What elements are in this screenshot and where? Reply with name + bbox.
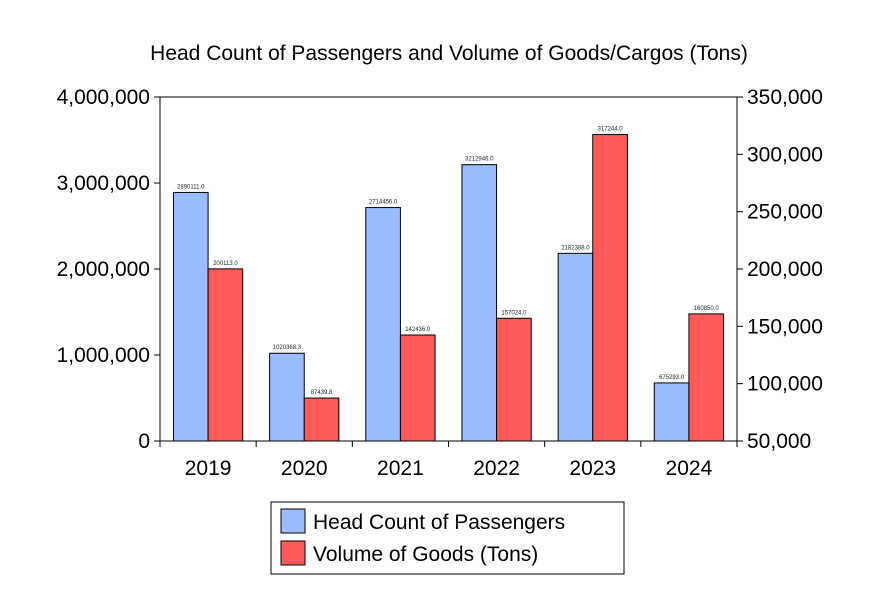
data-label: 317244.0 bbox=[598, 127, 624, 133]
x-axis-tick-label: 2019 bbox=[185, 457, 232, 480]
bar-passengers bbox=[557, 252, 594, 442]
bar-goods bbox=[688, 313, 725, 442]
right-axis-tick-label: 200,000 bbox=[747, 258, 823, 281]
data-label: 200113.0 bbox=[213, 261, 238, 267]
left-axis-tick-label: 0 bbox=[138, 430, 150, 453]
data-label: 160850.0 bbox=[694, 306, 720, 312]
left-axis-tick-label: 2,000,000 bbox=[57, 258, 150, 281]
data-label: 157024.0 bbox=[501, 310, 527, 316]
bar-goods bbox=[303, 397, 340, 442]
right-axis-tick-label: 50,000 bbox=[747, 430, 811, 453]
data-label: 2890111.0 bbox=[177, 184, 205, 190]
data-label: 142436.0 bbox=[405, 327, 431, 333]
bar-passengers bbox=[365, 207, 401, 442]
right-axis-tick-label: 300,000 bbox=[747, 143, 823, 166]
right-axis-tick-label: 250,000 bbox=[747, 201, 823, 224]
bar-goods bbox=[592, 134, 628, 442]
left-axis-tick-label: 1,000,000 bbox=[57, 344, 150, 367]
x-axis-tick-label: 2022 bbox=[473, 457, 520, 480]
bar-goods bbox=[496, 317, 532, 442]
bars bbox=[172, 134, 725, 442]
data-label: 1020368.3 bbox=[273, 345, 302, 351]
legend: Head Count of Passengers Volume of Goods … bbox=[270, 501, 625, 575]
plot-frame bbox=[159, 96, 738, 442]
data-label: 2182388.0 bbox=[561, 245, 590, 251]
data-label: 675293.0 bbox=[659, 375, 685, 381]
x-axis-tick-label: 2024 bbox=[666, 457, 713, 480]
legend-swatch bbox=[280, 540, 306, 566]
left-axis-tick-label: 4,000,000 bbox=[57, 86, 150, 109]
legend-swatch bbox=[280, 508, 306, 534]
left-axis-tick-label: 3,000,000 bbox=[57, 172, 150, 195]
data-label: 2714456.0 bbox=[369, 200, 398, 206]
x-axis: 2019 2020 2021 2022 2023 2024 bbox=[159, 441, 738, 480]
legend-box bbox=[270, 501, 625, 575]
right-axis-tick-label: 350,000 bbox=[747, 86, 823, 109]
legend-label: Volume of Goods (Tons) bbox=[313, 543, 538, 566]
left-axis: 0 1,000,000 2,000,000 3,000,000 4,000,000 bbox=[57, 86, 160, 453]
x-axis-tick-label: 2021 bbox=[377, 457, 424, 480]
data-labels: 2890111.0 1020368.3 2714456.0 3212946.0 2182… bbox=[177, 127, 719, 397]
x-axis-tick-label: 2023 bbox=[569, 457, 616, 480]
data-label: 3212946.0 bbox=[465, 157, 494, 163]
right-axis-tick-label: 100,000 bbox=[747, 373, 823, 396]
data-label: 87439.8 bbox=[311, 390, 333, 396]
chart-title: Head Count of Passengers and Volume of G… bbox=[150, 42, 748, 65]
bar-passengers bbox=[269, 352, 305, 442]
right-axis-tick-label: 150,000 bbox=[747, 315, 823, 338]
bar-goods bbox=[207, 268, 244, 442]
x-axis-tick-label: 2020 bbox=[281, 457, 328, 480]
bar-passengers bbox=[172, 191, 209, 442]
bar-passengers bbox=[461, 164, 498, 442]
bar-passengers bbox=[653, 382, 690, 442]
bar-goods bbox=[399, 334, 436, 442]
right-axis: 50,000 100,000 150,000 200,000 250,000 300,00… bbox=[737, 86, 823, 453]
legend-label: Head Count of Passengers bbox=[313, 511, 565, 534]
